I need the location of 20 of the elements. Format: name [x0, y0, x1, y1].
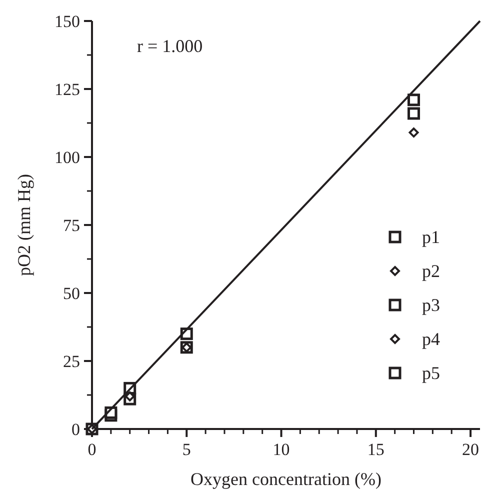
- annotation: r = 1.000: [137, 36, 203, 56]
- x-tick-label: 20: [462, 440, 480, 459]
- legend-label: p3: [422, 295, 440, 315]
- x-tick-label: 15: [367, 440, 384, 459]
- y-tick-label: 50: [63, 284, 80, 303]
- y-tick-label: 75: [63, 216, 80, 235]
- y-tick-label: 125: [54, 80, 80, 99]
- y-axis-title: pO2 (mm Hg): [14, 174, 34, 276]
- x-axis-title: Oxygen concentration (%): [190, 469, 382, 489]
- x-tick-label: 5: [182, 440, 191, 459]
- y-tick-label: 0: [72, 420, 80, 439]
- legend-label: p1: [422, 227, 440, 247]
- x-tick-label: 0: [88, 440, 96, 459]
- legend-label: p5: [422, 363, 440, 383]
- y-tick-label: 25: [63, 352, 80, 371]
- x-tick-label: 10: [272, 440, 290, 459]
- y-tick-label: 100: [54, 148, 80, 167]
- y-tick-label: 150: [54, 12, 80, 31]
- legend-label: p2: [422, 261, 440, 281]
- legend-label: p4: [422, 329, 440, 349]
